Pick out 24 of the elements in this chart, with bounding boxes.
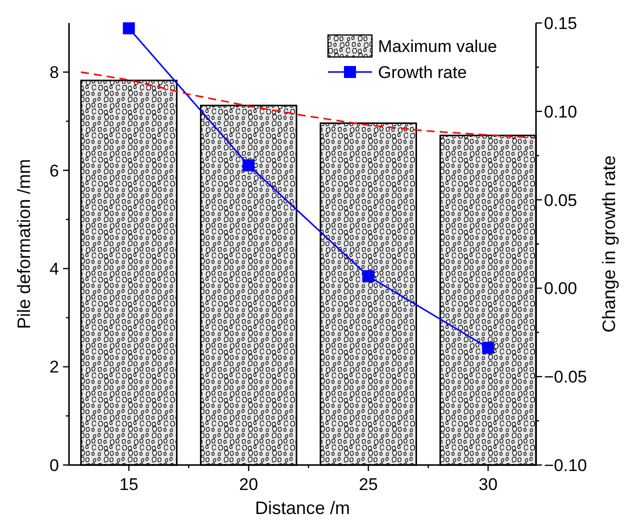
x-tick-label: 25 xyxy=(358,475,378,494)
y2-axis-title: Change in growth rate xyxy=(599,155,619,333)
x-tick-label: 30 xyxy=(478,475,498,494)
y2-tick-label: −0.10 xyxy=(544,456,588,475)
y2-tick-label: 0.00 xyxy=(544,279,578,298)
y2-tick-label: 0.05 xyxy=(544,190,578,210)
y2-tick-label: −0.05 xyxy=(544,368,588,387)
legend-label: Growth rate xyxy=(378,62,467,82)
x-axis-title: Distance /m xyxy=(254,498,350,518)
point xyxy=(482,342,494,354)
x-tick-label: 15 xyxy=(119,475,138,494)
y-tick-label: 4 xyxy=(50,260,59,279)
y-tick-label: 0 xyxy=(50,456,59,475)
x-tick-label: 20 xyxy=(239,475,258,494)
point xyxy=(362,270,374,282)
point xyxy=(242,159,255,172)
y-tick-label: 8 xyxy=(50,63,59,82)
legend-label: Maximum value xyxy=(378,36,498,56)
y2-tick-label: 0.15 xyxy=(544,14,578,33)
point xyxy=(122,22,135,34)
y2-tick-label: 0.10 xyxy=(544,102,578,122)
y-axis-title: Pile deformation /mm xyxy=(14,158,34,330)
y-tick-label: 6 xyxy=(50,161,59,180)
y-tick-label: 2 xyxy=(50,358,59,377)
